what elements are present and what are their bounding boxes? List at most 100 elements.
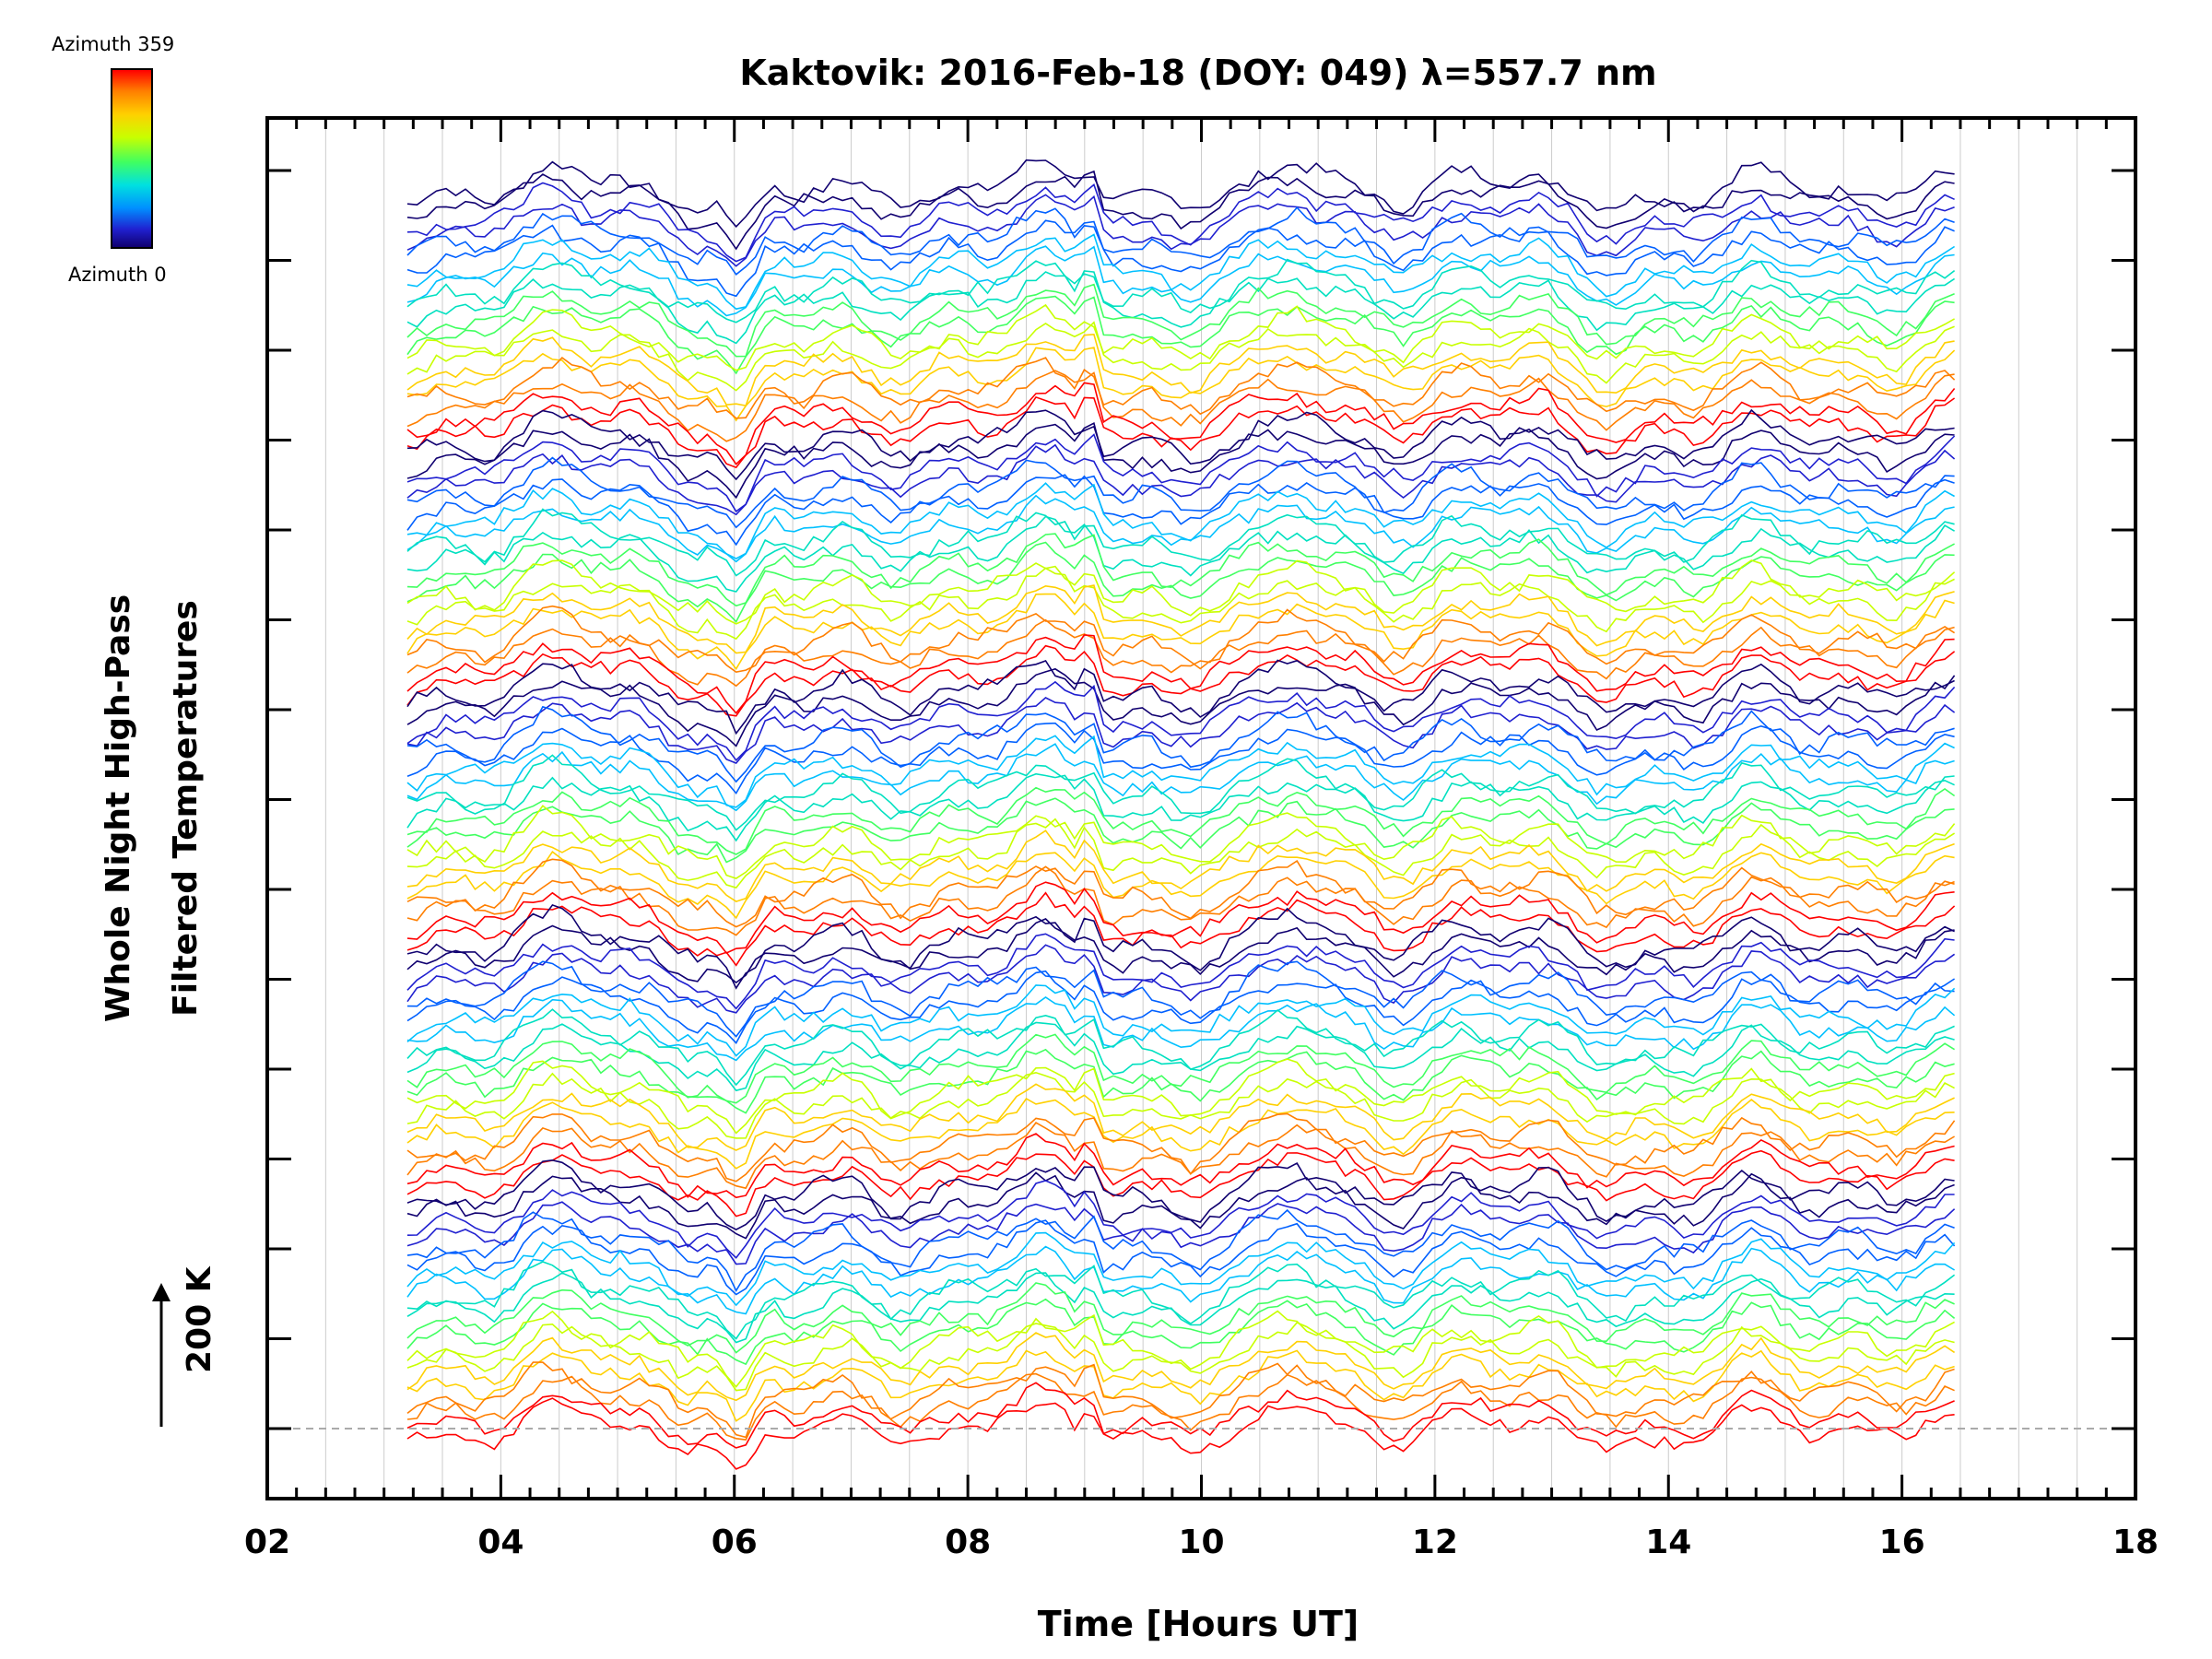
- azimuth-trace: [406, 984, 1956, 1057]
- x-tick-label: 12: [1412, 1524, 1458, 1561]
- x-tick-label: 08: [945, 1524, 991, 1561]
- azimuth-trace: [406, 918, 1955, 984]
- azimuth-trace: [406, 830, 1955, 902]
- azimuth-trace: [406, 970, 1955, 1044]
- azimuth-trace: [406, 722, 1955, 794]
- azimuth-trace: [406, 559, 1956, 625]
- azimuth-trace: [406, 1180, 1955, 1259]
- azimuth-trace: [406, 1171, 1955, 1240]
- azimuth-trace: [406, 584, 1955, 654]
- azimuth-trace: [406, 1382, 1955, 1449]
- chart-title: Kaktovik: 2016-Feb-18 (DOY: 049) λ=557.7…: [739, 53, 1656, 93]
- azimuth-trace: [406, 1219, 1956, 1296]
- azimuth-trace: [406, 206, 1955, 276]
- azimuth-trace: [406, 270, 1956, 345]
- azimuth-trace: [406, 605, 1956, 674]
- azimuth-trace: [406, 1048, 1955, 1114]
- azimuth-trace: [406, 960, 1956, 1038]
- azimuth-trace: [406, 644, 1956, 717]
- azimuth-trace: [406, 881, 1955, 954]
- azimuth-trace: [406, 659, 1955, 735]
- azimuth-trace: [406, 705, 1955, 783]
- x-tick-labels: 02 04 06 08 10 12 14 16 18: [244, 1524, 2159, 1561]
- azimuth-trace: [406, 1245, 1956, 1315]
- azimuth-trace: [406, 903, 1955, 990]
- series-lines: [406, 159, 1956, 1470]
- azimuth-trace: [406, 865, 1955, 936]
- x-axis-label: Time [Hours UT]: [1038, 1604, 1359, 1644]
- azimuth-trace: [406, 382, 1956, 465]
- azimuth-trace: [406, 1310, 1955, 1388]
- azimuth-trace: [406, 1071, 1955, 1139]
- azimuth-trace: [406, 634, 1955, 714]
- azimuth-trace: [406, 303, 1955, 371]
- azimuth-trace: [406, 321, 1955, 392]
- azimuth-trace: [406, 370, 1955, 442]
- azimuth-trace: [406, 1349, 1955, 1422]
- azimuth-trace: [406, 851, 1955, 920]
- azimuth-trace: [406, 1021, 1955, 1092]
- azimuth-trace: [406, 1332, 1956, 1402]
- azimuth-trace: [406, 805, 1956, 879]
- azimuth-trace: [406, 1159, 1955, 1231]
- azimuth-trace: [406, 1208, 1955, 1292]
- axis-ticks: [265, 118, 2137, 1499]
- azimuth-trace: [406, 170, 1955, 251]
- azimuth-trace: [406, 1083, 1955, 1151]
- azimuth-trace: [406, 283, 1955, 358]
- azimuth-trace: [406, 541, 1955, 623]
- azimuth-trace: [406, 443, 1956, 516]
- azimuth-trace: [406, 1098, 1955, 1170]
- azimuth-trace: [406, 697, 1956, 764]
- azimuth-trace: [406, 1112, 1956, 1182]
- azimuth-colorbar: [111, 68, 153, 249]
- x-tick-label: 10: [1178, 1524, 1224, 1561]
- azimuth-trace: [406, 891, 1956, 967]
- x-tick-label: 18: [2112, 1524, 2159, 1561]
- azimuth-trace: [406, 333, 1955, 407]
- legend-bottom-label: Azimuth 0: [68, 264, 167, 286]
- azimuth-trace: [406, 593, 1955, 671]
- azimuth-trace: [406, 1149, 1955, 1218]
- azimuth-trace: [406, 357, 1956, 419]
- azimuth-trace: [406, 1058, 1955, 1135]
- azimuth-trace: [406, 182, 1955, 263]
- azimuth-trace: [406, 858, 1955, 928]
- azimuth-trace: [406, 1397, 1955, 1470]
- azimuth-trace: [406, 1231, 1956, 1307]
- y-axis-label-line2: Filtered Temperatures: [167, 600, 205, 1017]
- azimuth-trace: [406, 772, 1955, 842]
- azimuth-trace: [406, 219, 1955, 298]
- azimuth-trace: [406, 996, 1956, 1062]
- azimuth-trace: [406, 818, 1956, 889]
- azimuth-trace: [406, 1133, 1955, 1199]
- azimuth-trace: [406, 533, 1955, 607]
- azimuth-trace: [406, 735, 1955, 808]
- azimuth-trace: [406, 515, 1956, 593]
- azimuth-trace: [406, 233, 1956, 311]
- y-axis-label-line1: Whole Night High-Pass: [100, 594, 137, 1022]
- azimuth-trace: [406, 1261, 1956, 1340]
- azimuth-trace: [406, 797, 1955, 864]
- azimuth-trace: [406, 395, 1956, 469]
- azimuth-trace: [406, 474, 1955, 547]
- azimuth-trace: [406, 1322, 1955, 1392]
- azimuth-trace: [406, 786, 1956, 855]
- azimuth-trace: [406, 680, 1956, 762]
- azimuth-trace: [406, 933, 1955, 1010]
- x-tick-label: 06: [712, 1524, 758, 1561]
- azimuth-trace: [406, 1298, 1956, 1366]
- azimuth-trace: [406, 258, 1956, 324]
- scale-label: 200 K: [181, 1266, 218, 1373]
- azimuth-trace: [406, 347, 1956, 422]
- legend-top-label: Azimuth 359: [52, 33, 175, 55]
- azimuth-trace: [406, 433, 1956, 513]
- azimuth-trace: [406, 482, 1955, 559]
- azimuth-trace: [406, 295, 1955, 375]
- azimuth-trace: [406, 1008, 1955, 1087]
- x-tick-label: 04: [477, 1524, 524, 1561]
- azimuth-trace: [406, 1033, 1956, 1104]
- scale-arrow: [152, 1283, 171, 1427]
- azimuth-trace: [406, 1201, 1956, 1265]
